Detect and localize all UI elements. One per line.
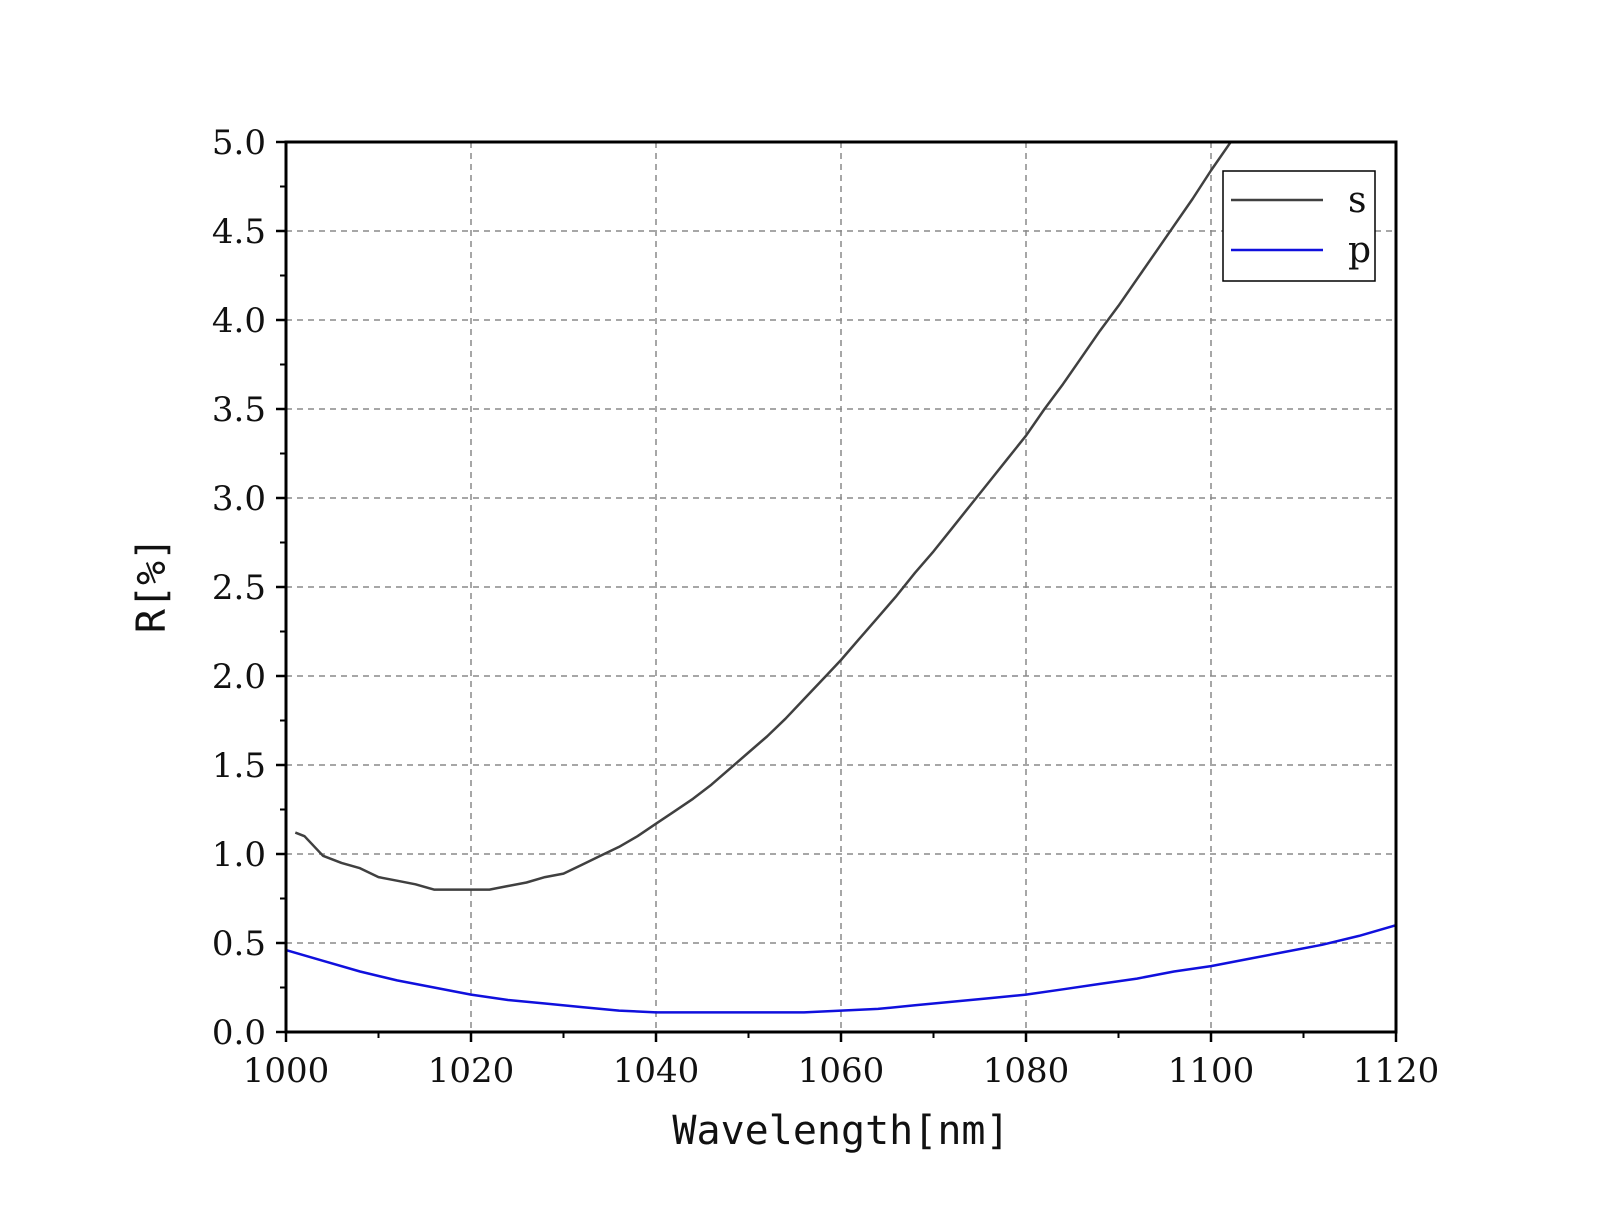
- y-tick-label: 2.0: [212, 657, 266, 697]
- x-axis-title: Wavelength[nm]: [672, 1108, 1009, 1154]
- y-tick-label: 3.5: [212, 390, 266, 430]
- y-ticks: 0.0 0.5 1.0 1.5 2.0 2.5 3.0 3.5 4.0 4.5 5.0: [212, 123, 286, 1053]
- y-tick-label: 0.0: [212, 1013, 266, 1053]
- legend: sp: [1222, 170, 1376, 282]
- grid: [286, 142, 1396, 1032]
- x-tick-label: 1020: [428, 1051, 515, 1091]
- y-tick-label: 4.0: [212, 301, 266, 341]
- y-tick-label: 5.0: [212, 123, 266, 163]
- y-tick-label: 3.0: [212, 479, 266, 519]
- x-tick-label: 1000: [243, 1051, 330, 1091]
- x-ticks: 1000 1020 1040 1060 1080 1100 1120: [243, 1032, 1440, 1091]
- x-tick-label: 1120: [1353, 1051, 1440, 1091]
- y-tick-label: 1.0: [212, 835, 266, 875]
- y-axis-title: R[%]: [129, 537, 175, 633]
- legend-box: [1222, 170, 1376, 282]
- y-tick-label: 0.5: [212, 924, 266, 964]
- minor-ticks: [280, 185, 1305, 1038]
- x-tick-label: 1040: [613, 1051, 700, 1091]
- series-layer: [286, 142, 1396, 1014]
- y-tick-label: 2.5: [212, 568, 266, 608]
- y-tick-label: 4.5: [212, 212, 266, 252]
- series-line-s: [294, 142, 1233, 891]
- x-tick-label: 1060: [798, 1051, 885, 1091]
- series-line-p: [286, 923, 1396, 1014]
- y-tick-label: 1.5: [212, 746, 266, 786]
- x-tick-label: 1080: [983, 1051, 1070, 1091]
- x-tick-label: 1100: [1168, 1051, 1255, 1091]
- legend-label-s: s: [1348, 180, 1366, 221]
- legend-label-p: p: [1348, 230, 1371, 271]
